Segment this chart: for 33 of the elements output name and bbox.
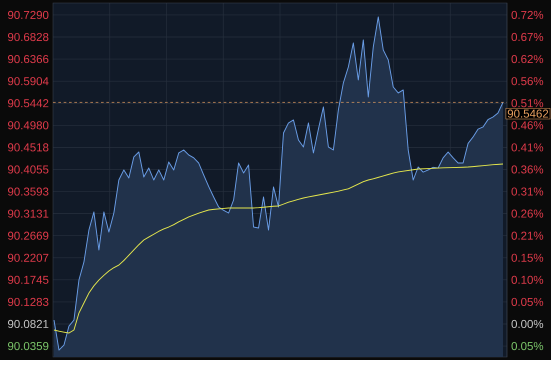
y2-tick-label: 0.10%: [512, 276, 544, 284]
y2-tick-label: 0.26%: [512, 210, 544, 218]
y-tick-label: 90.1283: [8, 298, 48, 306]
y-tick-label: 90.0359: [8, 342, 48, 350]
ref-line-label: 90.5462: [508, 110, 548, 118]
y-tick-label: 90.6366: [8, 55, 48, 64]
y-tick-label: 90.4518: [8, 143, 48, 152]
y-tick-label: 90.2207: [8, 254, 48, 262]
y2-tick-label: 0.00%: [512, 320, 544, 328]
y-tick-label: 90.7290: [8, 10, 48, 20]
y-tick-label: 90.5442: [8, 99, 48, 108]
y-tick-label: 90.4055: [8, 165, 48, 174]
y-tick-label: 90.5904: [8, 77, 49, 86]
y2-tick-label: 0.67%: [512, 32, 544, 42]
y-tick-label: 90.3131: [8, 210, 48, 218]
y2-tick-label: 0.15%: [512, 254, 544, 262]
y2-tick-label: 0.56%: [512, 77, 544, 86]
y-tick-label: 90.6828: [8, 33, 48, 42]
y2-tick-label: 0.72%: [512, 10, 544, 20]
y-tick-label: 90.2669: [8, 232, 48, 240]
y2-tick-label: 0.21%: [512, 232, 544, 240]
y2-tick-label: 0.36%: [512, 165, 544, 174]
y-tick-label: 90.3593: [8, 188, 48, 196]
y2-tick-label: 0.51%: [512, 99, 544, 108]
y2-tick-label: 0.05%: [512, 342, 544, 350]
y-tick-label: 90.0821: [8, 320, 48, 328]
y2-tick-label: 0.46%: [512, 121, 544, 130]
y2-tick-label: 0.41%: [512, 143, 544, 152]
y-tick-label: 90.1745: [8, 276, 48, 284]
y-tick-label: 90.4980: [8, 121, 48, 130]
y2-tick-label: 0.62%: [512, 55, 544, 64]
y2-tick-label: 0.05%: [512, 298, 544, 306]
y2-tick-label: 0.31%: [512, 188, 544, 196]
